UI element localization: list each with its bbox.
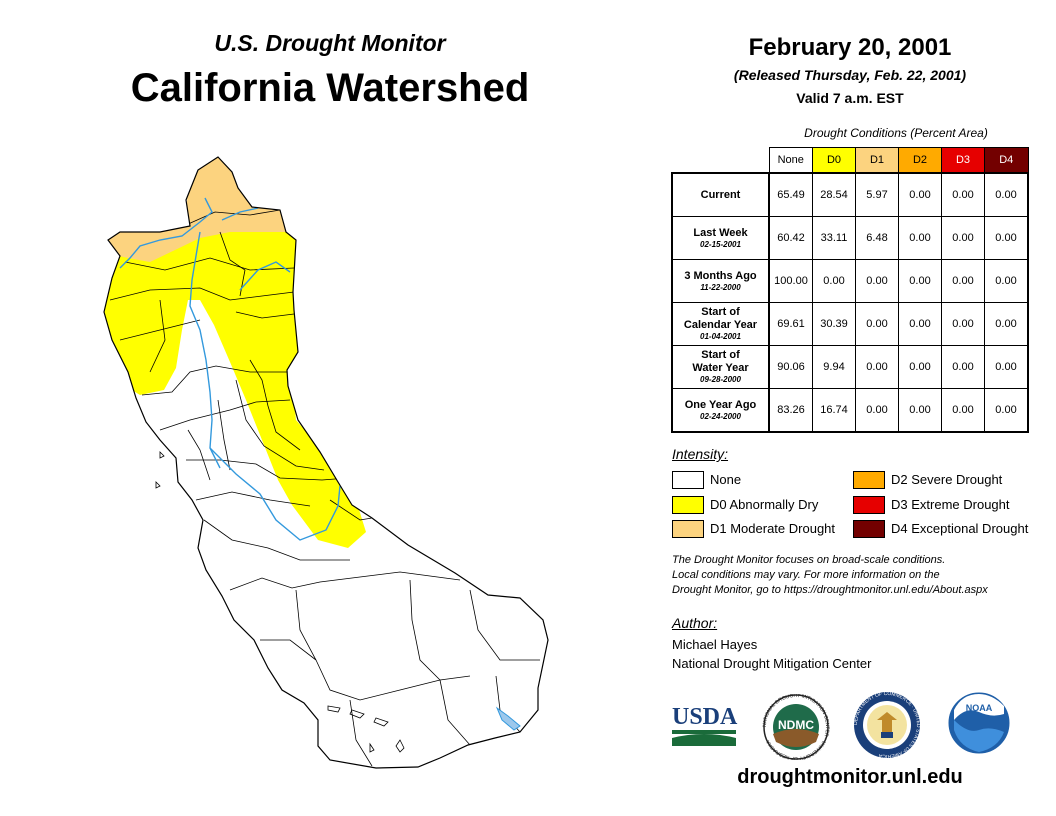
table-header-row: None D0 D1 D2 D3 D4 — [672, 147, 1029, 174]
cell-d0: 33.11 — [812, 216, 856, 260]
table-caption: Drought Conditions (Percent Area) — [804, 126, 988, 140]
california-watershed-map — [103, 156, 549, 769]
cell-d1: 5.97 — [855, 172, 899, 217]
department-of-commerce-seal: DEPARTMENT OF COMMERCE · UNITED STATES O… — [853, 691, 921, 759]
svg-text:NDMC: NDMC — [778, 718, 814, 732]
legend-swatch — [853, 471, 885, 489]
table-row: Current 65.49 28.54 5.97 0.00 0.00 0.00 — [671, 172, 1029, 217]
table-row: Start of Water Year 09-28-2000 90.06 9.94 0.0… — [671, 345, 1029, 389]
cell-d1: 0.00 — [855, 345, 899, 389]
column-header: D4 — [984, 147, 1029, 174]
map-title: California Watershed — [130, 66, 530, 110]
valid-time: Valid 7 a.m. EST — [796, 90, 904, 106]
legend-swatch — [853, 520, 885, 538]
ndmc-logo: NATIONAL DROUGHT MITIGATION CENTER · UNI… — [762, 694, 830, 760]
column-header: D2 — [898, 147, 942, 174]
cell-none: 69.61 — [768, 302, 813, 346]
cell-none: 100.00 — [768, 259, 813, 303]
sacramento-river — [119, 197, 221, 469]
author-label: Author: — [672, 615, 718, 631]
cell-d2: 0.00 — [898, 259, 942, 303]
cell-d2: 0.00 — [898, 345, 942, 389]
cell-d4: 0.00 — [984, 388, 1029, 433]
table-row: 3 Months Ago 11-22-2000 100.00 0.00 0.00 0.00… — [671, 259, 1029, 303]
d1-region — [104, 157, 300, 262]
noaa-logo: NOAA — [947, 691, 1011, 755]
row-date: 01-04-2001 — [700, 332, 741, 341]
column-header: D1 — [855, 147, 899, 174]
cell-d4: 0.00 — [984, 216, 1029, 260]
disclaimer-note: The Drought Monitor focuses on broad-sca… — [672, 554, 988, 596]
column-header: D3 — [941, 147, 985, 174]
cell-d1: 0.00 — [855, 302, 899, 346]
legend-swatch — [672, 496, 704, 514]
table-row: One Year Ago 02-24-2000 83.26 16.74 0.00 0.00… — [671, 388, 1029, 433]
table-row: Start of Calendar Year 01-04-2001 69.61 30.3… — [671, 302, 1029, 346]
cell-none: 65.49 — [768, 172, 813, 217]
cell-d3: 0.00 — [941, 172, 985, 217]
cell-d3: 0.00 — [941, 302, 985, 346]
san-joaquin-river — [209, 447, 341, 541]
row-date: 09-28-2000 — [700, 375, 741, 384]
author-name: Michael Hayes — [672, 637, 758, 652]
cell-d4: 0.00 — [984, 259, 1029, 303]
svg-text:USDA: USDA — [672, 704, 738, 730]
cell-d0: 16.74 — [812, 388, 856, 433]
row-date: 11-22-2000 — [700, 282, 741, 292]
svg-text:NOAA: NOAA — [966, 703, 993, 713]
cell-d3: 0.00 — [941, 216, 985, 260]
row-label: Last Week 02-15-2001 — [671, 216, 770, 260]
row-label: 3 Months Ago 11-22-2000 — [671, 259, 770, 303]
column-header: None — [768, 147, 813, 174]
row-date: 02-24-2000 — [700, 411, 741, 421]
cell-none: 90.06 — [768, 345, 813, 389]
cell-d2: 0.00 — [898, 216, 942, 260]
row-label: Current — [671, 172, 770, 217]
cell-d1: 0.00 — [855, 388, 899, 433]
salton-sea — [495, 706, 521, 731]
cell-d2: 0.00 — [898, 172, 942, 217]
cell-d2: 0.00 — [898, 302, 942, 346]
cell-none: 83.26 — [768, 388, 813, 433]
cell-d4: 0.00 — [984, 345, 1029, 389]
legend-title: Intensity: — [672, 446, 729, 462]
cell-d1: 0.00 — [855, 259, 899, 303]
cell-d4: 0.00 — [984, 302, 1029, 346]
cell-d1: 6.48 — [855, 216, 899, 260]
row-label: One Year Ago 02-24-2000 — [671, 388, 770, 433]
drought-conditions-table: None D0 D1 D2 D3 D4 Current 65.49 28.54 5.9… — [671, 147, 1029, 433]
cell-d3: 0.00 — [941, 259, 985, 303]
legend-swatch — [672, 520, 704, 538]
release-date: (Released Thursday, Feb. 22, 2001) — [733, 67, 967, 83]
cell-d3: 0.00 — [941, 388, 985, 433]
cell-d0: 28.54 — [812, 172, 856, 217]
map-date: February 20, 2001 — [748, 34, 952, 61]
row-label: Start of Water Year 09-28-2000 — [671, 345, 770, 389]
map-subtitle: U.S. Drought Monitor — [214, 30, 446, 56]
cell-d3: 0.00 — [941, 345, 985, 389]
usda-logo: USDA — [672, 704, 738, 746]
table-row: Last Week 02-15-2001 60.42 33.11 6.48 0.00 0.0… — [671, 216, 1029, 260]
legend-swatch — [853, 496, 885, 514]
cell-d0: 0.00 — [812, 259, 856, 303]
cell-d0: 9.94 — [812, 345, 856, 389]
cell-d2: 0.00 — [898, 388, 942, 433]
website-url[interactable]: droughtmonitor.unl.edu — [737, 766, 963, 788]
legend-swatch — [672, 471, 704, 489]
row-date: 02-15-2001 — [700, 239, 741, 249]
author-organization: National Drought Mitigation Center — [672, 656, 872, 671]
column-header: D0 — [812, 147, 856, 174]
cell-none: 60.42 — [768, 216, 813, 260]
row-label: Start of Calendar Year 01-04-2001 — [671, 302, 770, 346]
cell-d4: 0.00 — [984, 172, 1029, 217]
cell-d0: 30.39 — [812, 302, 856, 346]
